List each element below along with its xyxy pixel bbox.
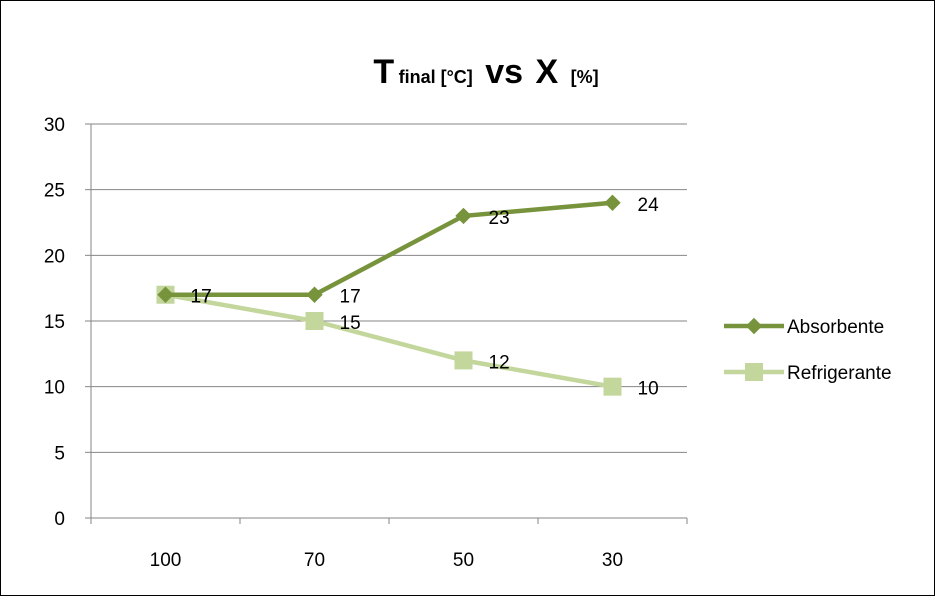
y-tick-label: 30: [44, 115, 65, 136]
legend-item-absorbente: Absorbente: [724, 317, 884, 338]
y-tick-label: 15: [44, 312, 65, 333]
chart-title-sub: final [°C]: [399, 67, 473, 87]
y-tick-label: 5: [54, 443, 65, 464]
data-point-refrigerante: [603, 377, 622, 396]
gridlines: [91, 123, 687, 453]
chart-title-main: T: [373, 53, 394, 91]
chart-title-vs: vs: [485, 53, 523, 91]
chart-title-var: X: [536, 53, 559, 91]
data-label-refrigerante: 17: [191, 287, 212, 308]
series-layer: [156, 194, 622, 396]
data-point-refrigerante: [454, 351, 473, 370]
x-tick-label: 100: [150, 550, 182, 571]
x-tick-label: 50: [453, 550, 474, 571]
series-line-refrigerante: [163, 292, 615, 389]
data-label-absorbente: 17: [340, 287, 361, 308]
data-point-absorbente: [604, 194, 621, 212]
chart-title: T final [°C] vs X [%]: [373, 53, 598, 91]
data-point-refrigerante: [305, 312, 324, 330]
chart-title-unit: [%]: [571, 67, 599, 87]
y-tick-label: 0: [54, 509, 65, 530]
legend-marker: [745, 317, 763, 335]
legend: Absorbente Refrigerante: [724, 317, 892, 384]
data-label-absorbente: 23: [489, 208, 510, 229]
legend-marker: [745, 363, 763, 381]
data-label-refrigerante: 15: [340, 313, 361, 334]
series-line-absorbente: [163, 200, 615, 297]
x-tick-label: 30: [602, 550, 623, 571]
data-point-absorbente: [455, 207, 472, 225]
data-point-absorbente: [306, 286, 323, 303]
data-point-absorbente: [157, 286, 174, 303]
y-tick-label: 10: [44, 378, 65, 399]
axes: 0 5 10 15 20 25 30 100 70 50 30: [44, 115, 688, 571]
x-tick-label: 70: [304, 550, 325, 571]
data-label-absorbente: 17: [191, 287, 212, 308]
y-tick-label: 20: [44, 246, 65, 267]
data-label-refrigerante: 10: [638, 379, 659, 400]
data-label-absorbente: 24: [638, 195, 660, 216]
legend-label: Refrigerante: [787, 363, 892, 384]
y-tick-label: 25: [44, 181, 65, 202]
legend-label: Absorbente: [787, 317, 884, 338]
data-label-refrigerante: 12: [489, 352, 510, 373]
legend-item-refrigerante: Refrigerante: [724, 363, 892, 384]
